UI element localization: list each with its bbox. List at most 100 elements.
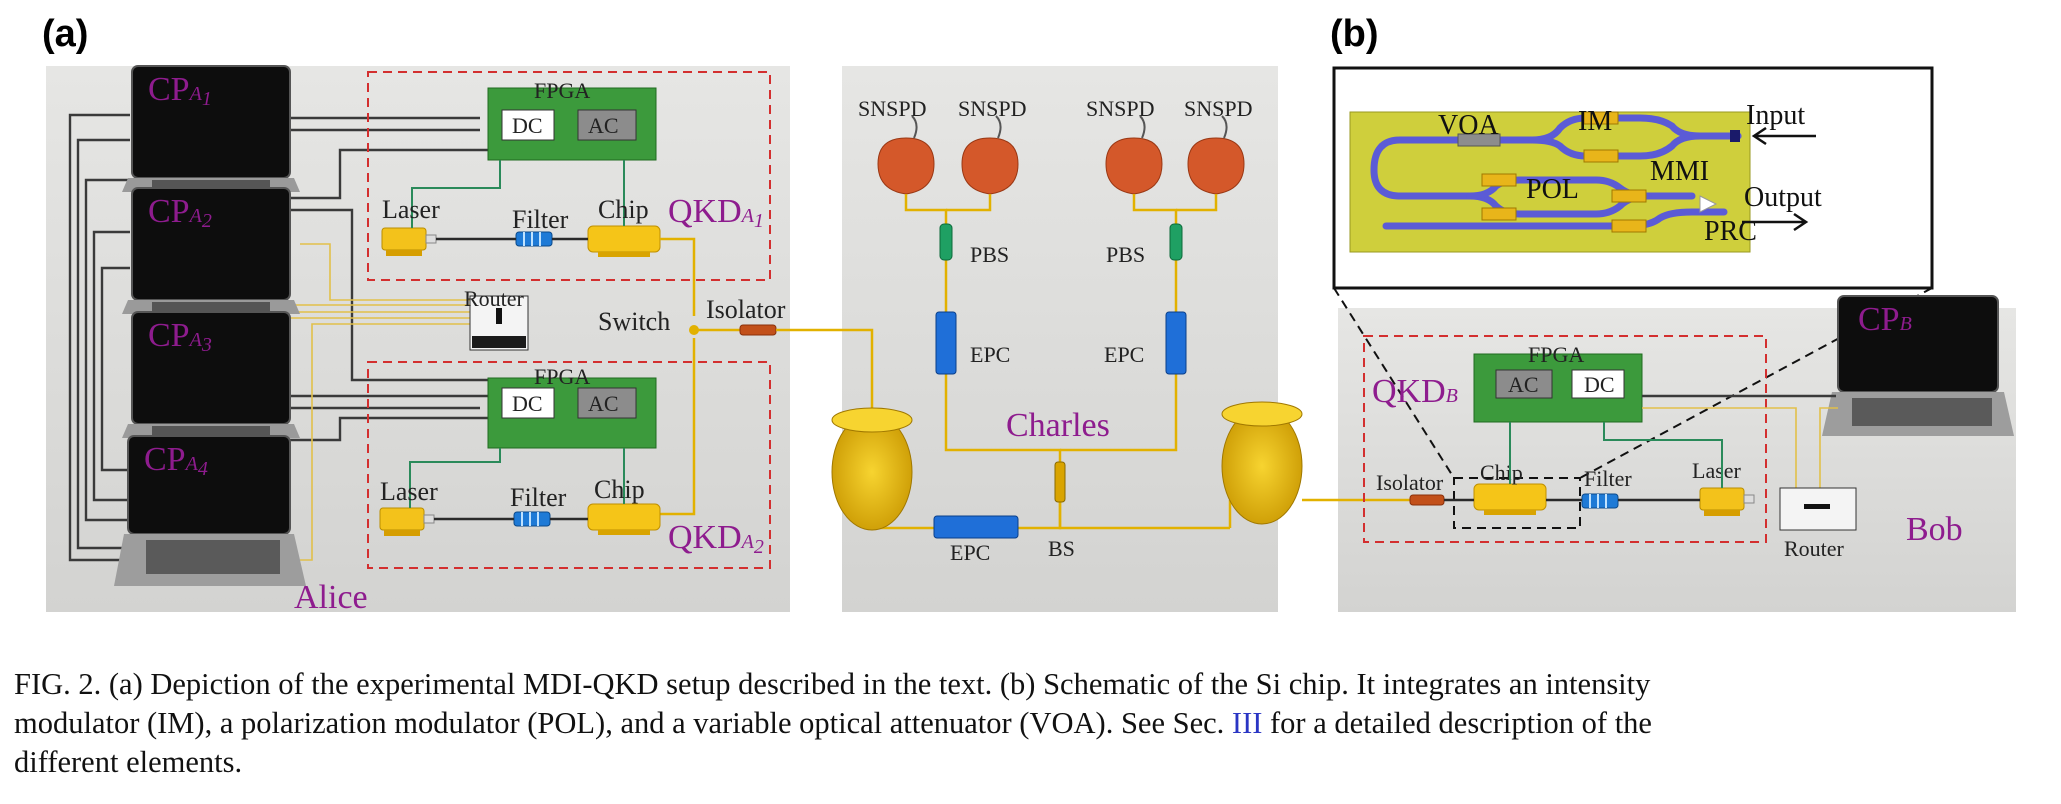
prc-label: PRC bbox=[1704, 216, 1757, 247]
bob-fpga-label: FPGA bbox=[1528, 342, 1584, 367]
bob-filter-label: Filter bbox=[1584, 466, 1632, 491]
fpga-a1-board bbox=[487, 87, 657, 161]
caption-line-2-end: for a detailed description of the bbox=[1262, 706, 1652, 740]
bs-label: BS bbox=[1048, 536, 1075, 561]
fpga-a1-ac: AC bbox=[588, 113, 619, 138]
fpga-a2-ac: AC bbox=[588, 391, 619, 416]
im-label: IM bbox=[1578, 106, 1612, 137]
qkd-a1-box bbox=[367, 71, 771, 281]
alice-cable-bundle bbox=[68, 113, 488, 562]
alice-ethernet-lines bbox=[290, 243, 470, 561]
filter-a2 bbox=[513, 511, 551, 527]
alice-router bbox=[469, 295, 529, 351]
epc-1-label: EPC bbox=[970, 342, 1010, 367]
qkd-a2-box bbox=[367, 361, 771, 569]
bob-chip-label: Chip bbox=[1480, 460, 1523, 485]
bob-fpga-ac: AC bbox=[1508, 372, 1539, 397]
voa-block bbox=[1457, 133, 1501, 147]
pol-block-1 bbox=[1481, 173, 1517, 187]
prc-element bbox=[1699, 195, 1718, 213]
fiber-spool-alice bbox=[831, 407, 913, 531]
pol-label: POL bbox=[1526, 174, 1579, 205]
caption-line-2: modulator (IM), a polarization modulator… bbox=[14, 704, 2054, 743]
caption-line-2-text: modulator (IM), a polarization modulator… bbox=[14, 706, 1232, 740]
mdi-qkd-setup-figure: (a) (b) CPA1 CPA2 CPA3 CPA4 bbox=[42, 13, 2016, 616]
cp-a1-label: CPA1 bbox=[148, 71, 212, 110]
cp-b-label: CPB bbox=[1858, 301, 1912, 338]
bob-fpga-dc: DC bbox=[1584, 372, 1615, 397]
bob-router bbox=[1779, 487, 1857, 531]
caption-line-1: FIG. 2. (a) Depiction of the experimenta… bbox=[14, 667, 1651, 701]
fiber-alice-to-spool bbox=[776, 328, 874, 420]
isolator-a bbox=[739, 324, 777, 336]
input-arrow bbox=[1751, 126, 1816, 146]
output-arrow bbox=[1742, 212, 1809, 232]
voa-label: VOA bbox=[1438, 110, 1499, 141]
bob-filter bbox=[1581, 493, 1619, 509]
input-coupler bbox=[1730, 130, 1740, 142]
bs bbox=[1054, 461, 1066, 503]
fpga-a2-board bbox=[487, 377, 657, 449]
pol-block-4 bbox=[1611, 219, 1647, 233]
fpga-a2-label: FPGA bbox=[534, 364, 590, 389]
cp-a4-label: CPA4 bbox=[144, 441, 208, 480]
panel-label-b: (b) bbox=[1330, 13, 1379, 55]
control-a2-laser bbox=[409, 448, 501, 508]
charles-name: Charles bbox=[1006, 407, 1110, 444]
snspd-3-label: SNSPD bbox=[1086, 96, 1154, 121]
bob-name: Bob bbox=[1906, 511, 1963, 548]
bob-laser-label: Laser bbox=[1692, 458, 1742, 483]
epc-3 bbox=[933, 515, 1019, 539]
alice-fibers-to-switch bbox=[660, 237, 740, 516]
im-block-top bbox=[1583, 111, 1619, 125]
qkd-a1-label: QKDA1 bbox=[668, 193, 764, 232]
fpga-a1-dc: DC bbox=[512, 113, 543, 138]
alice-laptop-4 bbox=[114, 435, 306, 586]
pbs-1-label: PBS bbox=[970, 242, 1009, 267]
snspd-2-label: SNSPD bbox=[958, 96, 1026, 121]
epc-2-label: EPC bbox=[1104, 342, 1144, 367]
im-block-bottom bbox=[1583, 149, 1619, 163]
pbs-1 bbox=[939, 223, 953, 261]
filter-a1-label: Filter bbox=[512, 205, 569, 234]
epc-1 bbox=[935, 311, 957, 375]
chip-a1-label: Chip bbox=[598, 195, 649, 224]
chip-a2-label: Chip bbox=[594, 475, 645, 504]
pbs-2-label: PBS bbox=[1106, 242, 1145, 267]
switch-node bbox=[689, 325, 699, 335]
isolator-b bbox=[1409, 494, 1445, 506]
epc-3-label: EPC bbox=[950, 540, 990, 565]
laser-a2-label: Laser bbox=[380, 477, 438, 506]
filter-a2-label: Filter bbox=[510, 483, 567, 512]
bob-chip bbox=[1473, 483, 1547, 516]
snspd-1-label: SNSPD bbox=[858, 96, 926, 121]
qkd-a2-label: QKDA2 bbox=[668, 519, 764, 558]
pbs-2 bbox=[1169, 223, 1183, 261]
control-a1-laser bbox=[411, 160, 501, 228]
qkd-b-box bbox=[1363, 335, 1767, 543]
fpga-a1-label: FPGA bbox=[534, 78, 590, 103]
pol-block-3 bbox=[1611, 189, 1647, 203]
filter-a1 bbox=[515, 231, 553, 247]
panel-label-a: (a) bbox=[42, 13, 88, 55]
isolator-a-label: Isolator bbox=[706, 295, 786, 324]
chip-a1 bbox=[587, 225, 661, 258]
bob-ethernet bbox=[1642, 407, 1838, 488]
isolator-b-label: Isolator bbox=[1376, 470, 1444, 495]
cp-a2-label: CPA2 bbox=[148, 193, 212, 232]
epc-2 bbox=[1165, 311, 1187, 375]
laser-a1-label: Laser bbox=[382, 195, 440, 224]
fpga-a2-dc: DC bbox=[512, 391, 543, 416]
bob-fpga-board bbox=[1473, 353, 1643, 423]
fiber-spool-bob bbox=[1221, 401, 1303, 525]
bob-control-lines bbox=[1509, 422, 1723, 488]
mmi-label: MMI bbox=[1650, 156, 1709, 187]
chip-zoom-region bbox=[1453, 477, 1581, 529]
switch-label: Switch bbox=[598, 307, 670, 336]
alice-name: Alice bbox=[294, 579, 368, 616]
alice-router-label: Router bbox=[464, 286, 525, 311]
section-reference-link[interactable]: III bbox=[1231, 706, 1263, 740]
input-label: Input bbox=[1746, 100, 1805, 131]
pol-block-2 bbox=[1481, 207, 1517, 221]
chip-a2 bbox=[587, 503, 661, 536]
